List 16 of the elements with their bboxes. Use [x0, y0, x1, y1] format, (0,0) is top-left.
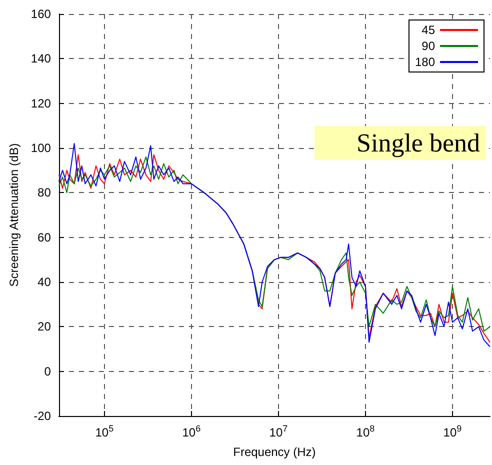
- y-tick-label: 20: [38, 320, 52, 334]
- y-tick-label: 100: [30, 141, 52, 155]
- legend-label: 180: [414, 55, 436, 69]
- y-tick-label: 80: [38, 186, 52, 200]
- x-axis-title: Frequency (Hz): [233, 445, 316, 459]
- y-tick-label: 40: [38, 275, 52, 289]
- y-tick-label: 0: [44, 364, 52, 378]
- y-axis-title: Screening Attenuation (dB): [7, 143, 21, 287]
- annotation: Single bend: [356, 128, 480, 158]
- y-tick-label: 160: [30, 7, 52, 21]
- legend-label: 90: [422, 39, 436, 53]
- y-tick-label: 140: [30, 52, 52, 66]
- y-tick-label: -20: [34, 409, 52, 423]
- y-tick-label: 60: [38, 230, 52, 244]
- y-tick-label: 120: [30, 96, 52, 110]
- legend-label: 45: [422, 23, 436, 37]
